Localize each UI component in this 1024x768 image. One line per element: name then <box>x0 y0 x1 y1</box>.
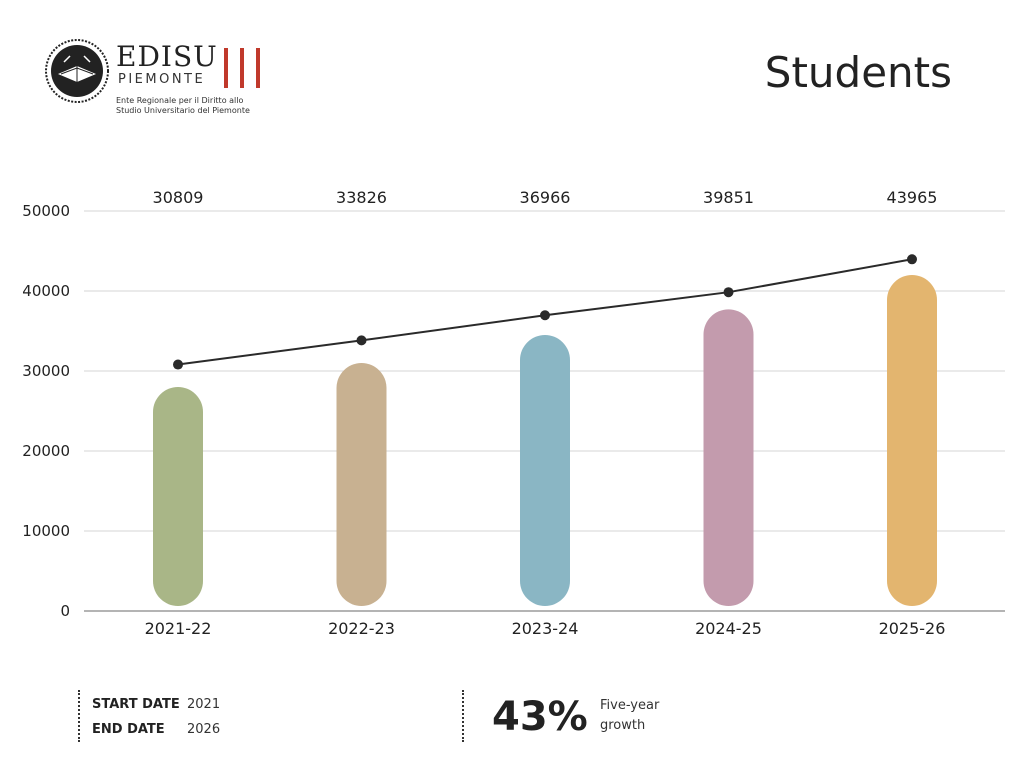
x-tick-label: 2023-24 <box>512 619 579 638</box>
growth-label-line1: Five-year <box>600 698 660 713</box>
growth-label: Five-year growth <box>600 696 690 736</box>
start-date-label: START DATE <box>92 697 180 712</box>
logo-sub: PIEMONTE <box>118 72 206 87</box>
y-tick-label: 30000 <box>22 362 70 380</box>
value-label: 36966 <box>520 188 571 207</box>
y-tick-label: 20000 <box>22 442 70 460</box>
page-title: Students <box>764 48 952 97</box>
logo-bars-icon <box>224 48 260 88</box>
trend-point <box>907 254 917 265</box>
value-label: 33826 <box>336 188 387 207</box>
bar <box>703 309 754 606</box>
logo-brand: EDISU <box>116 40 218 73</box>
bar <box>336 363 387 606</box>
logo-description: Ente Regionale per il Diritto allo Studi… <box>116 96 286 116</box>
x-tick-label: 2024-25 <box>695 619 762 638</box>
x-tick-label: 2025-26 <box>879 619 946 638</box>
end-date-value: 2026 <box>187 722 221 737</box>
start-date-value: 2021 <box>187 697 221 712</box>
logo-desc-line1: Ente Regionale per il Diritto allo <box>116 96 244 105</box>
bar <box>887 275 937 606</box>
y-tick-label: 10000 <box>22 522 70 540</box>
start-date-row: START DATE 2021 <box>92 690 292 715</box>
book-emblem-icon <box>45 39 109 103</box>
bar <box>153 387 203 606</box>
value-label: 39851 <box>703 188 754 207</box>
y-tick-label: 40000 <box>22 282 70 300</box>
logo-desc-line2: Studio Universitario del Piemonte <box>116 106 250 115</box>
trend-point <box>356 335 367 346</box>
edisu-logo: EDISU PIEMONTE Ente Regionale per il Dir… <box>44 38 274 120</box>
trend-point <box>540 310 550 321</box>
growth-label-line2: growth <box>600 718 646 733</box>
x-tick-label: 2021-22 <box>145 619 212 638</box>
value-label: 30809 <box>153 188 204 207</box>
y-tick-label: 0 <box>60 602 70 620</box>
students-chart: 0 10000 20000 30000 40000 50000 30809 33826 3696… <box>22 188 1005 638</box>
bar <box>520 335 570 606</box>
end-date-label: END DATE <box>92 722 165 737</box>
trend-point <box>173 359 183 370</box>
growth-panel: 43% Five-year growth <box>462 690 790 742</box>
date-range-panel: START DATE 2021 END DATE 2026 <box>78 690 292 742</box>
growth-percentage: 43% <box>492 694 588 740</box>
x-tick-label: 2022-23 <box>328 619 395 638</box>
y-tick-label: 50000 <box>22 202 70 220</box>
trend-point <box>723 287 734 298</box>
end-date-row: END DATE 2026 <box>92 715 292 740</box>
value-label: 43965 <box>887 188 938 207</box>
